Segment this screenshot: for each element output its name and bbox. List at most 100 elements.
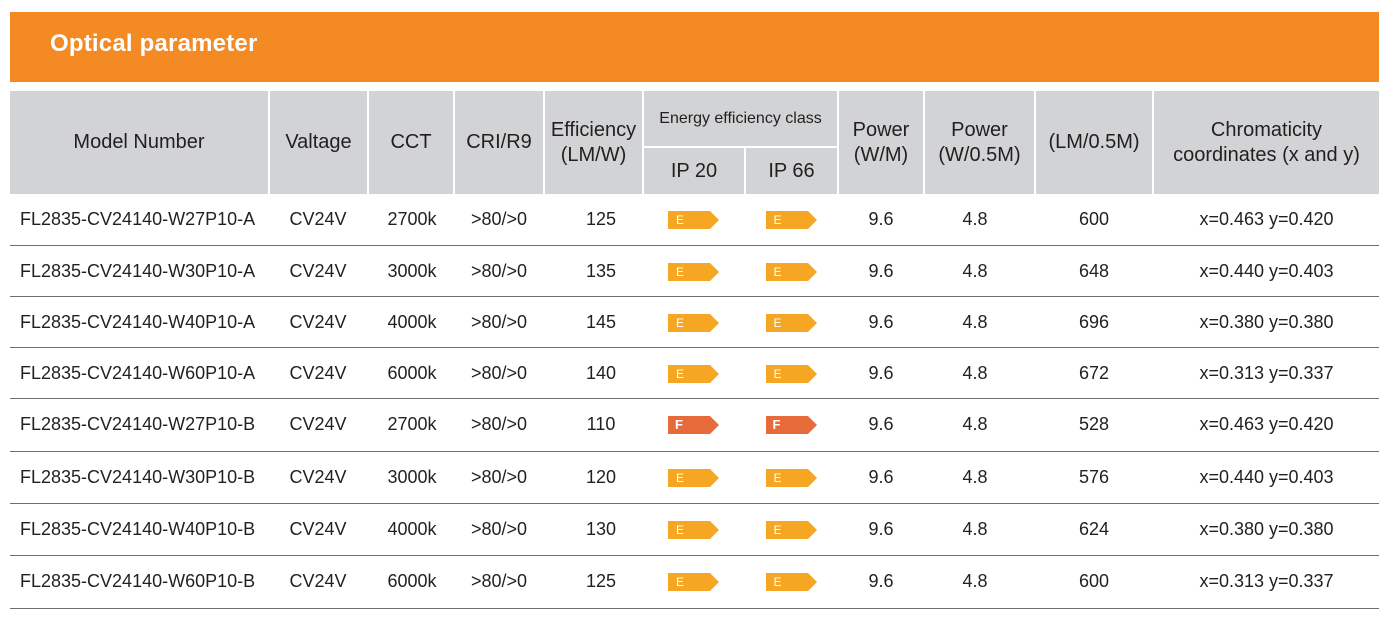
cct-cell-text: 2700k <box>387 414 437 434</box>
power-per-meter-cell: 9.6 <box>839 348 923 399</box>
ip20-class-cell: E <box>644 297 744 348</box>
voltage-cell: CV24V <box>278 399 358 450</box>
lumen-cell-text: 576 <box>1078 467 1110 487</box>
energy-arrow-icon <box>668 210 719 229</box>
chromaticity-cell-text: x=0.313 y=0.337 <box>1199 363 1334 383</box>
model-cell-text: FL2835-CV24140-W40P10-B <box>20 519 256 539</box>
energy-class-letter: E <box>676 212 685 227</box>
model-cell: FL2835-CV24140-W40P10-B <box>10 504 290 555</box>
voltage-cell-text: CV24V <box>289 519 347 539</box>
section-banner: Optical parameter <box>10 12 1379 82</box>
ip66-class-cell: E <box>746 452 837 503</box>
power-per-half-meter-cell-text: 4.8 <box>962 414 988 434</box>
row-divider <box>10 398 1379 399</box>
cri-cell-text: >80/>0 <box>470 312 528 332</box>
voltage-cell: CV24V <box>278 504 358 555</box>
header-power-m-line2: (W/M) <box>853 143 909 166</box>
voltage-cell-text: CV24V <box>289 209 347 229</box>
header-cri-label: CRI/R9 <box>466 131 532 153</box>
energy-class-letter: E <box>676 574 685 589</box>
chromaticity-cell-text: x=0.440 y=0.403 <box>1199 261 1334 281</box>
power-per-meter-cell: 9.6 <box>839 504 923 555</box>
power-per-half-meter-cell-text: 4.8 <box>962 467 988 487</box>
energy-class-badge: E <box>668 520 720 539</box>
cct-cell: 3000k <box>372 452 452 503</box>
voltage-cell: CV24V <box>278 452 358 503</box>
table-row: FL2835-CV24140-W30P10-A CV24V 3000k >80/>0 1… <box>10 246 1379 297</box>
energy-class-letter: E <box>773 212 782 227</box>
row-divider <box>10 608 1379 609</box>
efficiency-cell: 125 <box>551 194 651 245</box>
cct-cell-text: 6000k <box>387 363 437 383</box>
power-per-half-meter-cell: 4.8 <box>925 246 1025 297</box>
energy-class-badge: E <box>765 572 818 591</box>
power-per-half-meter-cell: 4.8 <box>925 194 1025 245</box>
power-per-meter-cell: 9.6 <box>839 194 923 245</box>
power-per-half-meter-cell: 4.8 <box>925 297 1025 348</box>
voltage-cell: CV24V <box>278 246 358 297</box>
power-per-meter-cell-text: 9.6 <box>868 571 894 591</box>
lumen-cell: 696 <box>1036 297 1152 348</box>
power-per-meter-cell: 9.6 <box>839 399 923 450</box>
cri-cell: >80/>0 <box>457 556 541 607</box>
power-per-half-meter-cell-text: 4.8 <box>962 363 988 383</box>
cri-cell: >80/>0 <box>457 348 541 399</box>
voltage-cell-text: CV24V <box>289 467 347 487</box>
table-row: FL2835-CV24140-W27P10-A CV24V 2700k >80/>0 1… <box>10 194 1379 245</box>
power-per-half-meter-cell: 4.8 <box>925 504 1025 555</box>
ip20-class-cell: F <box>644 399 744 450</box>
power-per-meter-cell-text: 9.6 <box>868 209 894 229</box>
cct-cell-text: 6000k <box>387 571 437 591</box>
energy-arrow-icon <box>765 520 817 539</box>
efficiency-cell-text: 145 <box>585 312 617 332</box>
model-cell-text: FL2835-CV24140-W30P10-A <box>20 261 256 281</box>
power-per-meter-cell-text: 9.6 <box>868 414 894 434</box>
energy-arrow-icon <box>668 468 719 487</box>
cri-cell: >80/>0 <box>457 297 541 348</box>
efficiency-cell-text: 120 <box>585 467 617 487</box>
table-row: FL2835-CV24140-W60P10-B CV24V 6000k >80/>0 1… <box>10 556 1379 607</box>
power-per-half-meter-cell: 4.8 <box>925 556 1025 607</box>
power-per-half-meter-cell: 4.8 <box>925 348 1025 399</box>
power-per-meter-cell-text: 9.6 <box>868 467 894 487</box>
efficiency-cell-text: 135 <box>585 261 617 281</box>
ip20-class-cell: E <box>644 452 744 503</box>
header-cri: CRI/R9 <box>455 91 543 194</box>
power-per-half-meter-cell-text: 4.8 <box>962 571 988 591</box>
cct-cell: 2700k <box>372 194 452 245</box>
energy-arrow-icon <box>765 262 817 281</box>
voltage-cell-text: CV24V <box>289 261 347 281</box>
chromaticity-cell: x=0.313 y=0.337 <box>1154 348 1379 399</box>
energy-class-badge: E <box>668 468 720 487</box>
cri-cell-text: >80/>0 <box>470 414 528 434</box>
lumen-cell-text: 696 <box>1078 312 1110 332</box>
model-cell-text: FL2835-CV24140-W60P10-A <box>20 363 256 383</box>
header-ip20: IP 20 <box>644 148 744 194</box>
energy-arrow-icon <box>765 364 817 383</box>
power-per-meter-cell-text: 9.6 <box>868 363 894 383</box>
energy-arrow-icon <box>668 572 719 591</box>
power-per-meter-cell: 9.6 <box>839 246 923 297</box>
lumen-cell: 576 <box>1036 452 1152 503</box>
model-cell: FL2835-CV24140-W27P10-B <box>10 399 290 450</box>
ip66-class-cell: E <box>746 348 837 399</box>
energy-class-badge: E <box>668 210 720 229</box>
model-cell: FL2835-CV24140-W30P10-A <box>10 246 290 297</box>
chromaticity-cell-text: x=0.463 y=0.420 <box>1199 209 1334 229</box>
voltage-cell-text: CV24V <box>289 414 347 434</box>
cct-cell-text: 2700k <box>387 209 437 229</box>
model-cell-text: FL2835-CV24140-W60P10-B <box>20 571 256 591</box>
cri-cell-text: >80/>0 <box>470 467 528 487</box>
cct-cell-text: 3000k <box>387 261 437 281</box>
power-per-half-meter-cell-text: 4.8 <box>962 261 988 281</box>
cct-cell-text: 4000k <box>387 312 437 332</box>
header-chroma: Chromaticity coordinates (x and y) <box>1154 91 1379 194</box>
header-lumen-label: (LM/0.5M) <box>1048 131 1140 153</box>
model-cell: FL2835-CV24140-W60P10-A <box>10 348 290 399</box>
lumen-cell-text: 528 <box>1078 414 1110 434</box>
energy-class-letter: E <box>676 522 685 537</box>
voltage-cell-text: CV24V <box>289 571 347 591</box>
ip20-class-cell: E <box>644 246 744 297</box>
efficiency-cell: 130 <box>551 504 651 555</box>
cri-cell-text: >80/>0 <box>470 519 528 539</box>
